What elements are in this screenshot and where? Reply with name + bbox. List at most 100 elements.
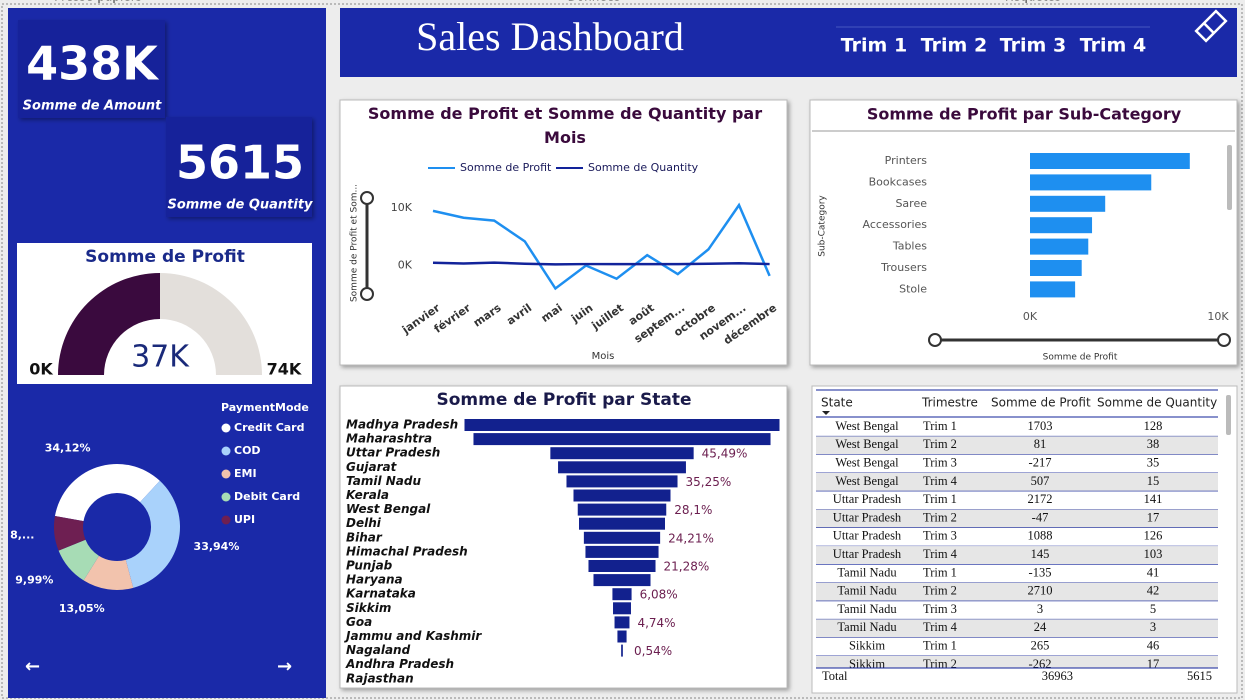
y-tick-label: Saree: [895, 197, 927, 210]
y-tick-label: Accessories: [863, 218, 928, 231]
trim-button[interactable]: Trim 2: [921, 35, 987, 57]
funnel-bar: [621, 644, 623, 657]
legend-label: UPI: [234, 513, 255, 526]
line-card: [339, 99, 788, 366]
row-band: [816, 509, 1218, 528]
table-cell: Trim 1: [923, 419, 957, 433]
table-cell: 507: [1031, 474, 1050, 488]
slider-handle[interactable]: [360, 191, 374, 205]
eraser-icon[interactable]: [1194, 9, 1228, 43]
table-cell: 35: [1147, 455, 1160, 469]
nav-next[interactable]: →: [277, 656, 292, 677]
funnel-bar: [583, 531, 661, 544]
data-label: 35,25%: [686, 475, 732, 489]
y-tick-label: 10K: [391, 201, 413, 214]
kpi-value: 5615: [176, 136, 304, 190]
trim-button[interactable]: Trim 3: [1000, 35, 1066, 57]
kpi-card: [18, 20, 165, 118]
table-cell: 17: [1147, 510, 1160, 524]
data-label: 28,1%: [674, 503, 712, 517]
pie-slice: [58, 539, 99, 581]
row-band: [816, 655, 1218, 668]
column-header: Somme de Profit: [991, 396, 1091, 410]
x-axis-label: Somme de Profit: [1043, 353, 1118, 363]
legend-swatch: [221, 469, 231, 479]
legend-label: Credit Card: [234, 421, 305, 434]
table-cell: Sikkim: [849, 657, 885, 671]
chart-title: Somme de Profit et Somme de Quantity par…: [367, 104, 763, 147]
y-tick-label: Trousers: [880, 261, 927, 274]
kpi-value: 438K: [26, 37, 160, 91]
total-cell: 5615: [1187, 669, 1212, 683]
legend-swatch: [221, 423, 231, 433]
table-cell: 2710: [1028, 584, 1053, 598]
legend-label: COD: [234, 444, 261, 457]
bar: [1030, 174, 1152, 191]
trim-button[interactable]: Trim 4: [1080, 35, 1146, 57]
nav-back[interactable]: ←: [25, 656, 40, 677]
slider-handle[interactable]: [928, 333, 942, 347]
funnel-bar: [577, 503, 667, 516]
legend-swatch: [221, 492, 231, 502]
data-label: 45,49%: [702, 447, 748, 461]
pie-slice: [54, 464, 160, 522]
table-cell: Uttar Pradesh: [833, 510, 902, 524]
category-label: Jammu and Kashmir: [344, 629, 482, 643]
row-band: [816, 619, 1218, 638]
trim-button[interactable]: Trim 1: [841, 35, 907, 57]
table-cell: Trim 4: [923, 620, 958, 634]
table-cell: Trim 3: [923, 602, 957, 616]
slider-handle[interactable]: [360, 287, 374, 301]
table-cell: 42: [1147, 584, 1160, 598]
kpi-label: Somme de Quantity: [167, 198, 313, 213]
line-series: [432, 202, 771, 291]
scrollbar[interactable]: [1226, 395, 1231, 435]
table-cell: Trim 4: [923, 474, 958, 488]
data-label: 6,08%: [640, 588, 678, 602]
table-cell: Tamil Nadu: [837, 602, 897, 616]
category-label: Karnataka: [346, 587, 416, 601]
table-cell: 41: [1147, 565, 1160, 579]
x-tick-label: 0K: [1023, 310, 1038, 323]
data-label: 4,74%: [637, 616, 675, 630]
table-cell: Trim 1: [923, 638, 957, 652]
total-cell: Total: [822, 669, 848, 683]
y-tick-label: Tables: [892, 240, 927, 253]
table-cell: Tamil Nadu: [837, 620, 897, 634]
legend-swatch: [221, 446, 231, 456]
category-label: Uttar Pradesh: [346, 446, 440, 460]
table-cell: Trim 4: [923, 547, 958, 561]
column-header: Trimestre: [921, 396, 978, 410]
category-label: Goa: [346, 615, 372, 629]
legend-label: Somme de Profit: [460, 161, 552, 174]
x-axis-label: Mois: [592, 351, 615, 362]
category-label: West Bengal: [346, 502, 431, 516]
table-cell: 145: [1031, 547, 1050, 561]
scrollbar[interactable]: [1227, 145, 1232, 210]
y-tick-label: Printers: [885, 154, 928, 167]
funnel-bar: [593, 574, 651, 587]
funnel-bar: [585, 545, 659, 558]
table-cell: Trim 2: [923, 584, 957, 598]
ribbon-label: Données: [568, 0, 621, 4]
bar: [1030, 260, 1082, 276]
funnel-bar: [573, 489, 671, 502]
table-cell: Tamil Nadu: [837, 565, 897, 579]
funnel-bar: [566, 475, 678, 488]
table-cell: 1088: [1028, 529, 1053, 543]
table-cell: 103: [1144, 547, 1163, 561]
legend-label: Debit Card: [234, 490, 300, 503]
table-cell: West Bengal: [835, 419, 899, 433]
chart-title: Somme de Profit: [85, 247, 245, 267]
category-label: Haryana: [346, 573, 403, 587]
x-tick-label: 10K: [1207, 310, 1229, 323]
table-cell: 141: [1144, 492, 1163, 506]
funnel-bar: [558, 461, 686, 474]
slider-handle[interactable]: [1217, 333, 1231, 347]
category-label: Maharashtra: [346, 432, 432, 446]
column-header: Somme de Quantity: [1097, 396, 1217, 410]
ribbon-label: Presse-papiers: [54, 0, 142, 4]
funnel-bar: [473, 433, 771, 446]
table-cell: Trim 1: [923, 565, 957, 579]
legend-swatch: [221, 515, 231, 525]
